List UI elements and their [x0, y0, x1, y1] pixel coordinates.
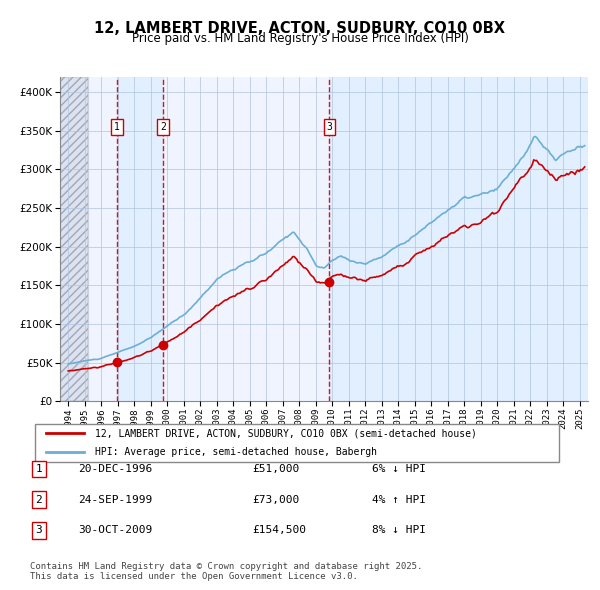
FancyBboxPatch shape: [35, 424, 559, 463]
Text: 8% ↓ HPI: 8% ↓ HPI: [372, 526, 426, 535]
Text: £73,000: £73,000: [252, 495, 299, 504]
Text: £51,000: £51,000: [252, 464, 299, 474]
Text: Contains HM Land Registry data © Crown copyright and database right 2025.
This d: Contains HM Land Registry data © Crown c…: [30, 562, 422, 581]
Text: 2: 2: [160, 122, 166, 132]
Text: 3: 3: [326, 122, 332, 132]
Text: 1: 1: [35, 464, 43, 474]
Text: 1: 1: [115, 122, 120, 132]
Text: HPI: Average price, semi-detached house, Babergh: HPI: Average price, semi-detached house,…: [95, 447, 377, 457]
Bar: [329, 77, 588, 401]
Text: 12, LAMBERT DRIVE, ACTON, SUDBURY, CO10 0BX (semi-detached house): 12, LAMBERT DRIVE, ACTON, SUDBURY, CO10 …: [95, 428, 476, 438]
Text: 20-DEC-1996: 20-DEC-1996: [78, 464, 152, 474]
Text: 12, LAMBERT DRIVE, ACTON, SUDBURY, CO10 0BX: 12, LAMBERT DRIVE, ACTON, SUDBURY, CO10 …: [95, 21, 505, 35]
Text: 4% ↑ HPI: 4% ↑ HPI: [372, 495, 426, 504]
Text: 24-SEP-1999: 24-SEP-1999: [78, 495, 152, 504]
Text: 2: 2: [35, 495, 43, 504]
Text: £154,500: £154,500: [252, 526, 306, 535]
Text: Price paid vs. HM Land Registry's House Price Index (HPI): Price paid vs. HM Land Registry's House …: [131, 32, 469, 45]
Text: 3: 3: [35, 526, 43, 535]
Text: 6% ↓ HPI: 6% ↓ HPI: [372, 464, 426, 474]
Text: 30-OCT-2009: 30-OCT-2009: [78, 526, 152, 535]
Bar: [117, 77, 163, 401]
